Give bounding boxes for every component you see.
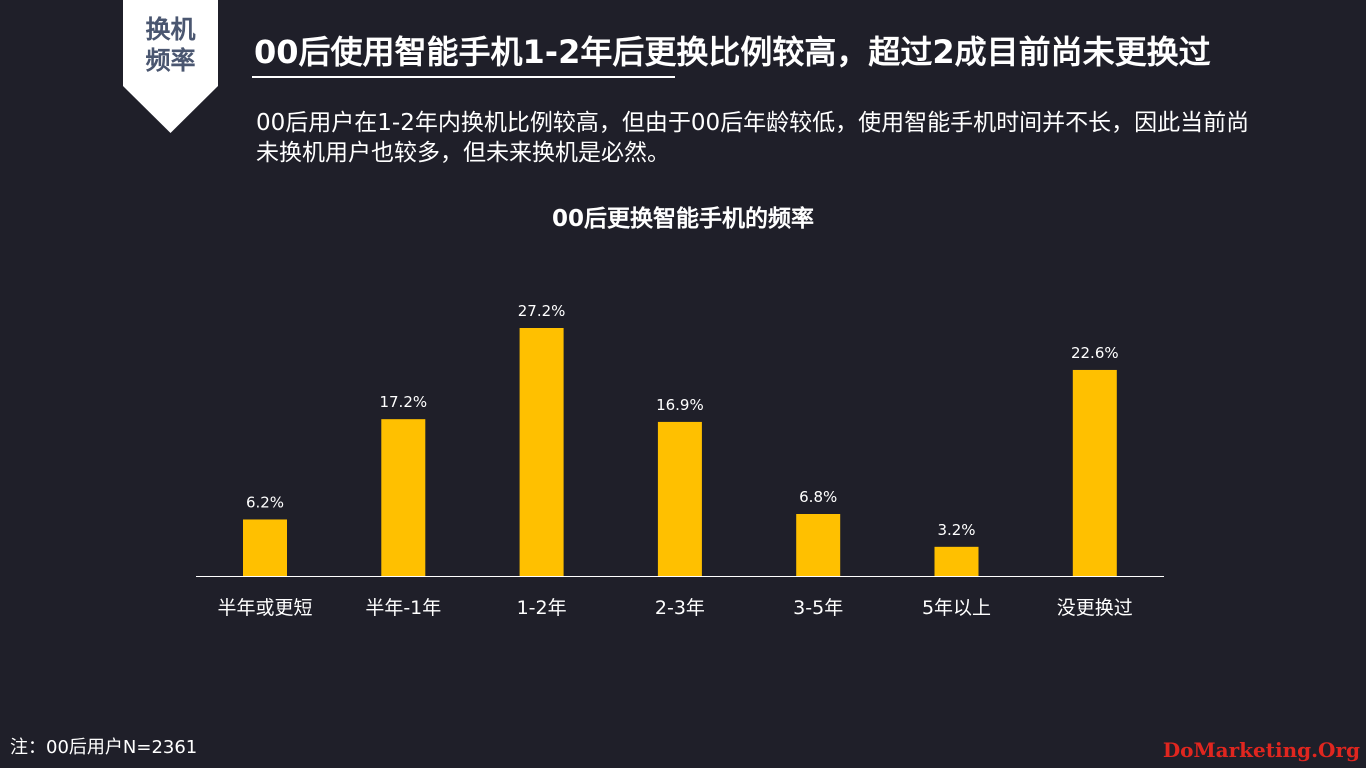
x-tick-label-7: 没更换过: [1057, 597, 1133, 619]
bar-7: [1072, 369, 1117, 576]
x-tick-label-4: 2-3年: [655, 597, 705, 619]
page-subtitle: 00后用户在1-2年内换机比例较高，但由于00后年龄较低，使用智能手机时间并不长…: [256, 110, 1250, 166]
data-label-1: 6.2%: [246, 493, 284, 511]
bar-2: [381, 419, 426, 576]
bar-1: [243, 519, 287, 576]
data-label-4: 16.9%: [656, 396, 704, 414]
x-tick-label-1: 半年或更短: [217, 597, 312, 619]
bar-5: [796, 514, 841, 576]
bar-6: [934, 546, 979, 576]
bar-3: [519, 328, 564, 576]
chart-title: 00后更换智能手机的频率: [551, 206, 814, 232]
badge-shape: [123, 0, 218, 133]
badge-label: 换机 频率: [123, 14, 218, 76]
badge-label-line1: 换机: [145, 15, 196, 44]
footnote: 注：00后用户N=2361: [10, 737, 198, 758]
data-label-5: 6.8%: [799, 488, 837, 506]
bar-4: [657, 421, 702, 576]
x-tick-label-6: 5年以上: [922, 597, 991, 619]
section-badge: 换机 频率: [123, 0, 218, 133]
data-label-2: 17.2%: [379, 393, 427, 411]
data-label-6: 3.2%: [937, 521, 975, 539]
data-label-3: 27.2%: [518, 302, 566, 320]
page-title: 00后使用智能手机1-2年后更换比例较高，超过2成目前尚未更换过: [254, 33, 1211, 71]
title-underline: [252, 76, 675, 78]
badge-label-line2: 频率: [145, 46, 196, 75]
data-label-7: 22.6%: [1071, 344, 1119, 362]
watermark: DoMarketing.Org: [1162, 738, 1360, 762]
x-tick-label-5: 3-5年: [793, 597, 843, 619]
x-tick-label-2: 半年-1年: [365, 597, 441, 619]
x-tick-label-3: 1-2年: [517, 597, 567, 619]
